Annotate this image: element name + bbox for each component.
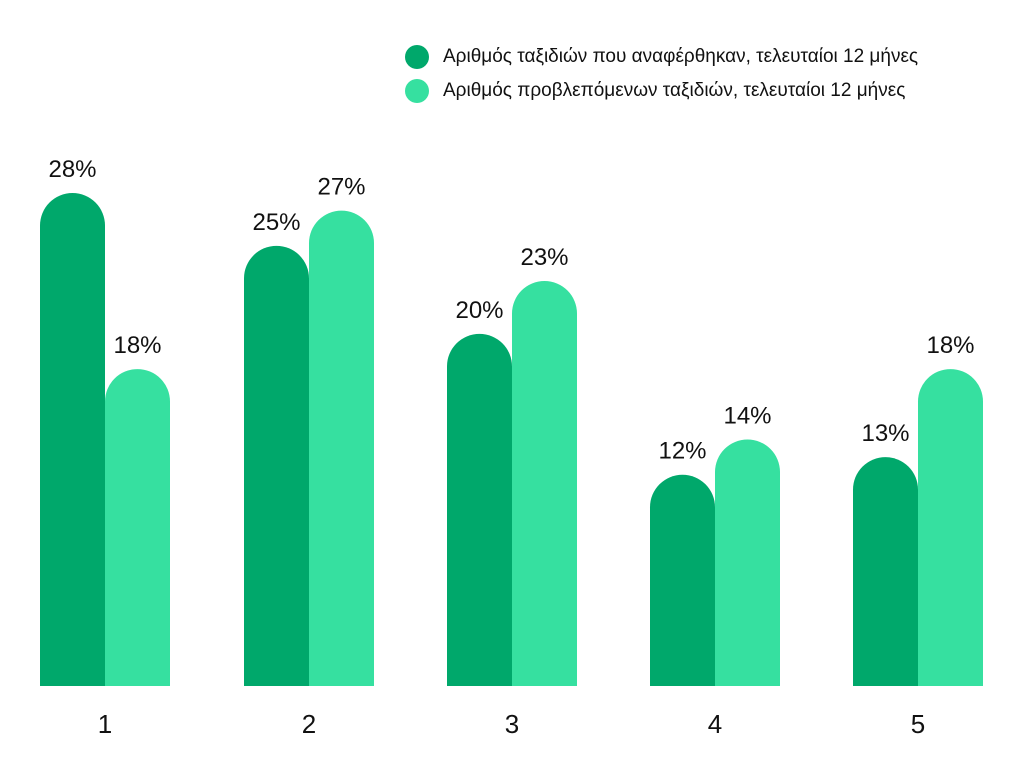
- x-tick-1: 1: [98, 709, 112, 739]
- bar-forecast-5: [918, 369, 983, 686]
- x-tick-5: 5: [911, 709, 925, 739]
- bar-forecast-3: [512, 281, 577, 686]
- legend-dot-reported: [405, 45, 429, 69]
- value-label-forecast-4: 14%: [723, 403, 771, 430]
- value-label-forecast-2: 27%: [317, 174, 365, 201]
- legend-dot-forecast: [405, 79, 429, 103]
- bar-forecast-4: [715, 439, 780, 686]
- bar-reported-4: [650, 474, 715, 686]
- bars-group: [40, 193, 983, 686]
- value-label-reported-4: 12%: [658, 438, 706, 465]
- value-label-reported-1: 28%: [48, 156, 96, 183]
- value-label-forecast-3: 23%: [520, 244, 568, 271]
- legend-label-forecast: Αριθμός προβλεπόμενων ταξιδιών, τελευταί…: [443, 80, 906, 101]
- bar-reported-2: [244, 245, 309, 686]
- value-label-reported-3: 20%: [455, 297, 503, 324]
- value-labels-group: 28% 18% 25% 27% 20% 23% 12% 14% 13% 18%: [48, 156, 974, 465]
- value-label-forecast-1: 18%: [113, 332, 161, 359]
- value-label-reported-2: 25%: [252, 209, 300, 236]
- x-tick-4: 4: [708, 709, 722, 739]
- legend: Αριθμός ταξιδιών που αναφέρθηκαν, τελευτ…: [405, 40, 918, 108]
- bar-forecast-1: [105, 369, 170, 686]
- legend-label-reported: Αριθμός ταξιδιών που αναφέρθηκαν, τελευτ…: [443, 46, 919, 67]
- bar-reported-5: [853, 457, 918, 686]
- x-tick-3: 3: [505, 709, 519, 739]
- x-axis-ticks: 1 2 3 4 5: [98, 709, 925, 739]
- bar-forecast-2: [309, 210, 374, 686]
- x-tick-2: 2: [302, 709, 316, 739]
- value-label-reported-5: 13%: [861, 420, 909, 447]
- value-label-forecast-5: 18%: [926, 332, 974, 359]
- bar-reported-1: [40, 193, 105, 686]
- legend-item-forecast: Αριθμός προβλεπόμενων ταξιδιών, τελευταί…: [405, 74, 918, 108]
- legend-item-reported: Αριθμός ταξιδιών που αναφέρθηκαν, τελευτ…: [405, 40, 918, 74]
- bar-reported-3: [447, 333, 512, 686]
